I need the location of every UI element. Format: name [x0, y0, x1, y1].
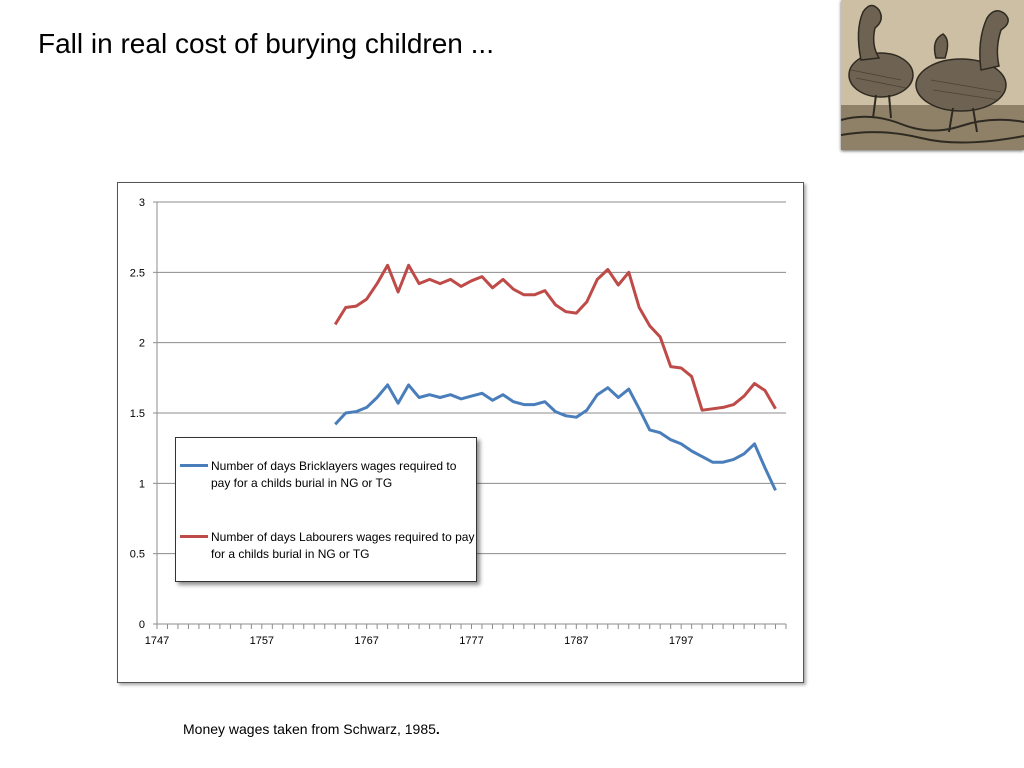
y-tick-label: 0: [139, 619, 145, 631]
legend-swatch-bricklayers: [180, 464, 208, 467]
y-tick-label: 1.5: [130, 408, 145, 420]
y-tick-label: 2.5: [130, 267, 145, 279]
source-footnote: Money wages taken from Schwarz, 1985.: [183, 721, 440, 737]
x-tick-label: 1747: [145, 635, 169, 647]
x-tick-label: 1777: [459, 635, 483, 647]
source-footnote-period: .: [435, 721, 440, 737]
legend-entry-bricklayers: Number of days Bricklayers wages require…: [180, 458, 476, 492]
legend-label-labourers: Number of days Labourers wages required …: [211, 530, 475, 561]
x-tick-label: 1757: [250, 635, 274, 647]
chart-legend: Number of days Bricklayers wages require…: [175, 437, 477, 582]
y-tick-label: 3: [139, 197, 145, 209]
y-tick-label: 0.5: [130, 549, 145, 561]
x-tick-label: 1767: [354, 635, 378, 647]
legend-entry-labourers: Number of days Labourers wages required …: [180, 529, 476, 563]
chart-frame: 0 0.5 1 1.5 2 2.5 3 1747 1757 1767 1777 1787 1797 Nu…: [117, 182, 804, 683]
legend-swatch-labourers: [180, 535, 208, 538]
ducks-engraving-drawing: [840, 0, 1024, 150]
x-tick-label: 1797: [669, 635, 693, 647]
source-footnote-text: Money wages taken from Schwarz, 1985: [183, 721, 436, 737]
y-tick-label: 2: [139, 338, 145, 350]
series-line-bricklayers: [334, 383, 777, 492]
legend-label-bricklayers: Number of days Bricklayers wages require…: [211, 459, 457, 490]
slide-title: Fall in real cost of burying children ..…: [38, 28, 494, 59]
x-tick-label: 1787: [564, 635, 588, 647]
series-line-labourers: [333, 263, 777, 412]
line-chart: 0 0.5 1 1.5 2 2.5 3 1747 1757 1767 1777 1787 1797: [130, 197, 787, 647]
ducks-engraving-icon: [840, 0, 1024, 150]
y-tick-label: 1: [139, 478, 145, 490]
